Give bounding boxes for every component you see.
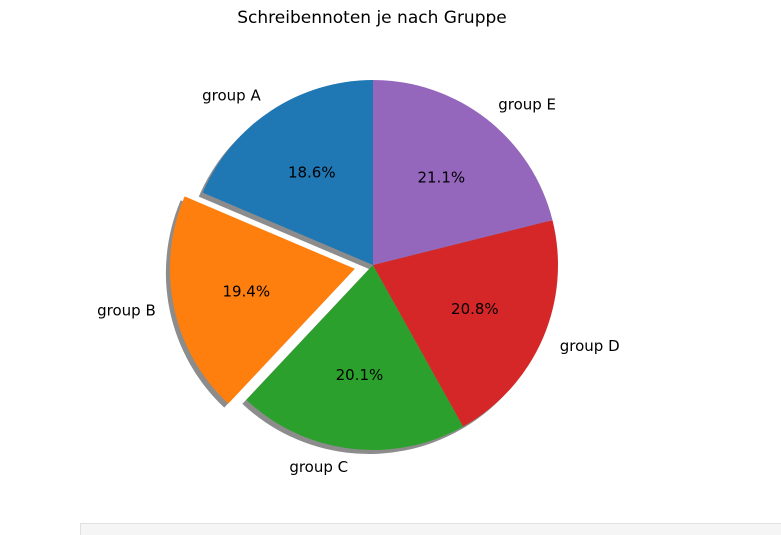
pie-slice-group-b (169, 196, 355, 404)
pie-slice-group-e (373, 80, 553, 265)
next-cell-strip (80, 523, 781, 535)
pie-slice-group-a (202, 80, 373, 265)
slice-label-group-a: group A (202, 86, 261, 104)
pie-slice-group-d (373, 220, 559, 427)
pct-label-group-b: 19.4% (222, 283, 270, 301)
pct-label-group-d: 20.8% (451, 300, 499, 318)
slice-layer (169, 80, 559, 451)
pct-label-group-e: 21.1% (417, 169, 465, 187)
slice-label-group-b: group B (97, 302, 156, 320)
slice-label-group-c: group C (289, 458, 348, 476)
slice-label-group-d: group D (560, 337, 620, 355)
chart-title: Schreibennoten je nach Gruppe (237, 8, 507, 28)
slice-label-group-e: group E (498, 96, 556, 114)
pct-label-group-c: 20.1% (336, 366, 384, 384)
pct-label-group-a: 18.6% (288, 163, 336, 181)
pie-slice-group-c (246, 265, 464, 451)
label-layer: 18.6% group A 19.4% group B 20.1% group C 20.8… (97, 86, 620, 476)
